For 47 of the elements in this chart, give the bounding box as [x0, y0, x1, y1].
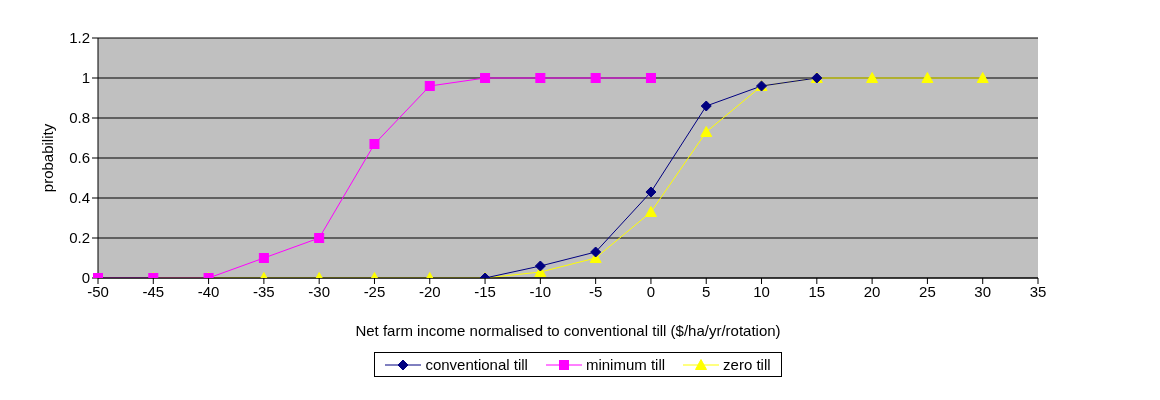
point	[480, 73, 491, 83]
point	[645, 186, 657, 198]
point	[590, 73, 601, 83]
x-tick-label: -35	[253, 282, 275, 300]
x-tick-label: -25	[363, 282, 386, 300]
x-tick-label: 25	[919, 282, 936, 300]
x-tick-label: 35	[1029, 282, 1047, 300]
point	[590, 246, 602, 258]
point	[645, 73, 656, 83]
legend-label: zero till	[723, 356, 771, 373]
x-tick-label: 20	[863, 282, 881, 300]
legend-label: minimum till	[585, 356, 666, 373]
x-axis-title: Net farm income normalised to conventional till ($/ha/yr/rotation)	[355, 322, 781, 339]
y-tick-label: 0.8	[69, 109, 90, 127]
x-tick-label: -20	[418, 282, 441, 300]
x-tick-label: -50	[87, 282, 109, 300]
point	[535, 73, 546, 83]
legend-label: conventional till	[425, 356, 528, 373]
y-tick-label: 0.6	[69, 149, 90, 167]
point	[866, 72, 879, 83]
point	[700, 100, 712, 112]
point	[700, 126, 713, 137]
x-tick-label: -40	[197, 282, 220, 300]
y-tick-label: 0.4	[69, 189, 90, 207]
point	[976, 72, 989, 83]
point	[644, 206, 657, 217]
x-tick-label: -15	[474, 282, 496, 300]
x-tick-label: 5	[702, 282, 711, 300]
y-tick-label: 0.2	[69, 229, 90, 247]
x-tick-label: -30	[308, 282, 331, 300]
x-tick-label: 0	[646, 282, 656, 300]
y-axis-title: probability	[39, 123, 57, 193]
y-tick-label: 0	[81, 269, 90, 287]
point	[534, 260, 546, 272]
point	[921, 72, 934, 83]
point	[258, 253, 269, 263]
y-tick-label: 1	[81, 69, 90, 87]
y-tick-label: 1.2	[69, 29, 90, 47]
x-tick-label: -5	[588, 282, 603, 300]
x-tick-label: -45	[142, 282, 165, 300]
x-tick-label: 30	[974, 282, 992, 300]
x-tick-label: 15	[808, 282, 826, 300]
point	[424, 81, 435, 91]
point	[314, 233, 325, 243]
x-tick-label: 10	[753, 282, 770, 300]
point	[369, 139, 380, 149]
x-tick-label: -10	[529, 282, 552, 300]
